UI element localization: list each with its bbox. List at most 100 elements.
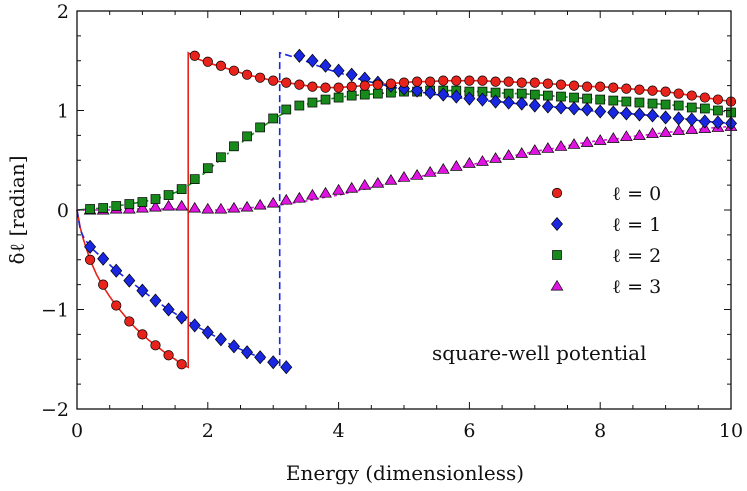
legend: ℓ = 0 ℓ = 1 ℓ = 2 ℓ = 3	[550, 183, 661, 298]
data-point-l0	[268, 75, 279, 86]
data-point-l2	[595, 94, 606, 105]
data-point-l3	[319, 186, 332, 198]
data-point-l2	[699, 103, 710, 114]
data-point-l0	[385, 78, 397, 89]
data-point-l3	[580, 136, 594, 147]
data-point-l3	[397, 170, 411, 182]
data-point-l3	[266, 196, 280, 208]
data-point-l2	[202, 163, 213, 174]
data-point-l2	[85, 204, 95, 214]
data-point-l2	[242, 131, 252, 142]
data-point-l1	[227, 339, 240, 354]
data-point-l1	[463, 91, 476, 106]
data-point-l2	[268, 113, 279, 124]
data-point-l2	[216, 152, 226, 163]
data-point-l2	[124, 199, 135, 209]
data-point-l3	[659, 126, 672, 137]
data-point-l3	[567, 138, 581, 149]
data-point-l2	[582, 93, 592, 104]
data-point-l1	[175, 310, 188, 325]
data-point-l3	[672, 124, 686, 135]
data-point-l1	[607, 105, 620, 120]
data-point-l0	[137, 329, 148, 340]
data-point-l3	[436, 163, 450, 174]
data-point-l1	[293, 48, 306, 63]
data-point-l2	[359, 89, 370, 100]
data-point-l2	[634, 97, 645, 108]
data-point-l0	[176, 359, 187, 370]
data-point-l2	[556, 91, 566, 102]
data-point-l0	[281, 77, 292, 88]
data-point-l2	[608, 95, 619, 106]
data-point-l0	[241, 69, 253, 80]
data-point-l0	[228, 65, 240, 76]
data-point-l3	[384, 173, 398, 185]
data-point-l0	[555, 79, 567, 90]
data-point-l1	[711, 115, 724, 130]
data-point-l1	[97, 251, 110, 266]
data-point-l0	[98, 279, 109, 290]
data-point-l1	[319, 58, 332, 73]
data-point-l2	[111, 201, 122, 211]
data-point-l0	[582, 81, 593, 92]
data-point-l2	[346, 90, 357, 101]
data-point-l3	[606, 132, 620, 143]
data-point-l1	[646, 108, 659, 123]
data-point-l0	[124, 316, 135, 327]
data-point-l1	[280, 360, 293, 375]
data-point-l2	[543, 90, 553, 101]
data-point-l1	[515, 96, 528, 111]
data-point-l0	[411, 76, 423, 87]
data-point-l3	[449, 160, 463, 171]
data-point-l0	[294, 79, 305, 90]
data-point-l1	[267, 355, 280, 370]
legend-label-l1: ℓ = 1	[612, 214, 661, 236]
data-point-l2	[229, 141, 239, 152]
data-point-l2	[150, 194, 161, 204]
data-point-l0	[359, 80, 370, 91]
data-point-l2	[255, 122, 265, 133]
legend-marker-l3	[550, 279, 564, 291]
axes: 0 2 4 6 8 10 −2 −1 0 1 2	[41, 1, 743, 442]
y-axis-label: δℓ [radian]	[5, 155, 29, 264]
legend-label-l2: ℓ = 2	[612, 245, 661, 267]
data-point-l1	[554, 100, 567, 115]
data-point-l1	[188, 318, 201, 333]
data-point-l0	[647, 85, 658, 96]
data-point-l0	[111, 300, 122, 311]
data-point-l1	[620, 106, 633, 121]
data-point-l3	[175, 199, 189, 211]
data-point-l3	[476, 155, 489, 166]
data-point-l0	[660, 86, 671, 97]
data-point-l3	[528, 144, 542, 155]
data-point-l2	[660, 99, 671, 110]
data-point-l3	[358, 178, 372, 190]
data-point-l1	[149, 293, 162, 308]
data-point-l0	[189, 50, 200, 61]
data-point-l2	[98, 203, 109, 213]
data-point-l0	[568, 80, 580, 91]
y-tick-label: −1	[41, 300, 69, 322]
data-point-l2	[307, 97, 318, 108]
data-point-l0	[673, 88, 684, 99]
data-point-l3	[162, 199, 175, 211]
data-point-l1	[568, 101, 581, 116]
data-point-l3	[554, 140, 568, 151]
data-point-l2	[333, 92, 344, 103]
data-point-l3	[371, 176, 385, 188]
fit-curves	[76, 51, 732, 369]
data-point-l2	[176, 184, 187, 194]
data-point-l3	[253, 198, 267, 210]
data-point-l1	[306, 53, 319, 68]
data-point-l1	[685, 112, 698, 127]
data-point-l1	[332, 63, 345, 78]
data-point-l0	[346, 81, 357, 92]
data-point-l3	[619, 130, 633, 141]
x-tick-label: 8	[594, 420, 606, 442]
legend-marker-l2	[552, 250, 562, 260]
data-point-l2	[372, 88, 383, 99]
data-point-l0	[595, 81, 606, 92]
data-point-l0	[699, 92, 710, 103]
data-point-l1	[476, 92, 489, 107]
